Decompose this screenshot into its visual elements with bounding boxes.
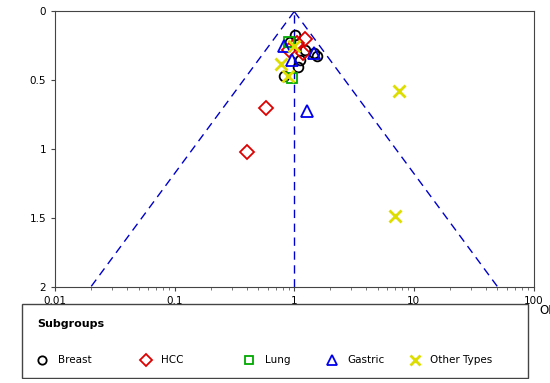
Text: Lung: Lung — [265, 355, 290, 365]
FancyBboxPatch shape — [21, 304, 529, 378]
Text: Other Types: Other Types — [430, 355, 492, 365]
X-axis label: OR: OR — [539, 304, 550, 317]
Text: Breast: Breast — [58, 355, 91, 365]
Text: HCC: HCC — [161, 355, 184, 365]
Text: Gastric: Gastric — [348, 355, 384, 365]
Text: Subgroups: Subgroups — [37, 319, 104, 329]
